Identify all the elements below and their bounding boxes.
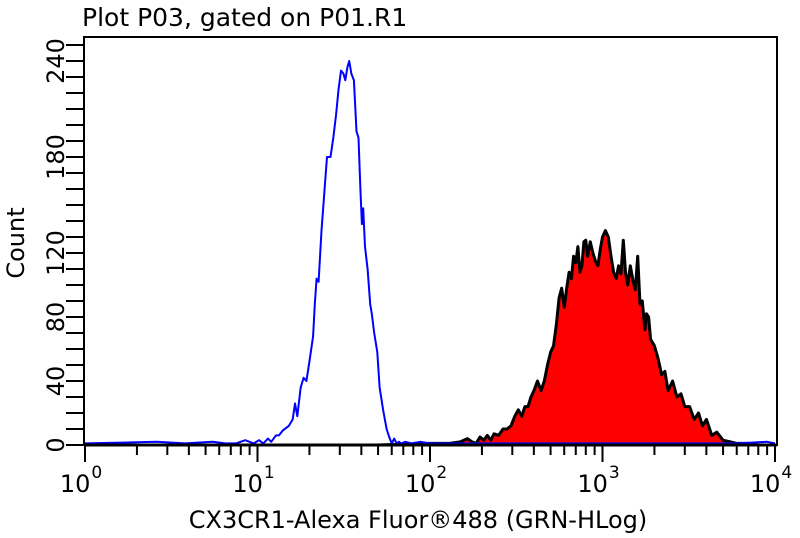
x-tick-label: 103 xyxy=(577,463,619,498)
stained-histogram-outline xyxy=(85,229,775,447)
y-tick-label: 240 xyxy=(42,38,70,84)
plot-area xyxy=(83,36,778,447)
x-tick-label: 102 xyxy=(405,463,447,498)
y-tick-label: 40 xyxy=(42,366,70,397)
y-tick-label: 180 xyxy=(42,134,70,180)
chart-title: Plot P03, gated on P01.R1 xyxy=(82,3,407,32)
x-tick-label: 100 xyxy=(60,463,102,498)
isotype-histogram-line xyxy=(84,60,776,445)
x-axis-title: CX3CR1-Alexa Fluor®488 (GRN-HLog) xyxy=(189,506,647,534)
y-axis: 0 40 80 120 180 240 xyxy=(42,38,84,453)
stained-histogram-fill xyxy=(85,230,775,445)
y-tick-label: 80 xyxy=(42,302,70,333)
x-tick-label: 101 xyxy=(232,463,274,498)
y-tick-label: 120 xyxy=(42,230,70,276)
y-tick-label: 0 xyxy=(42,437,70,452)
y-axis-title: Count xyxy=(2,207,30,278)
x-tick-label: 104 xyxy=(750,463,792,498)
x-axis: 100 101 102 103 104 xyxy=(60,445,792,498)
